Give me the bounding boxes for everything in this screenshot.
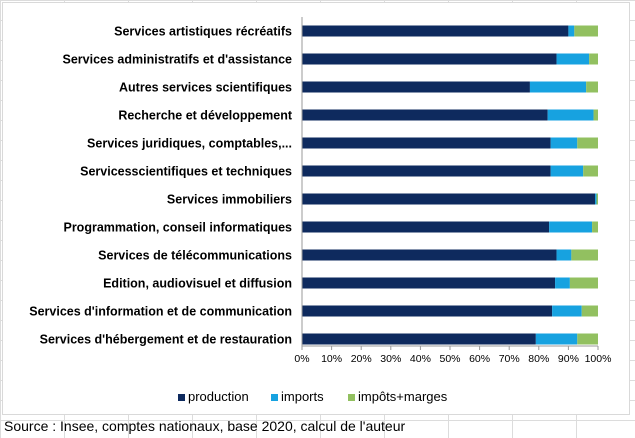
- category-label: Services artistiques récréatifs: [114, 25, 292, 39]
- bar-segment-production: [302, 109, 548, 121]
- bar-segment-imp-ts-marges: [574, 25, 598, 37]
- category-label: Services d'hébergement et de restauratio…: [40, 333, 292, 347]
- bar-segment-production: [302, 277, 556, 289]
- bar-segment-imp-ts-marges: [577, 333, 598, 345]
- x-tick-label: 80%: [528, 353, 549, 365]
- bar-segment-imports: [595, 193, 597, 205]
- x-tick-label: 10%: [321, 353, 342, 365]
- bars-layer: [302, 25, 598, 345]
- x-tick-label: 50%: [439, 353, 460, 365]
- bar-segment-imp-ts-marges: [589, 53, 598, 65]
- legend-label: production: [188, 389, 249, 404]
- x-tick-label: 70%: [499, 353, 520, 365]
- category-label: Services juridiques, comptables,...: [87, 137, 292, 151]
- bar-segment-imports: [550, 165, 584, 177]
- x-tick-label: 20%: [351, 353, 372, 365]
- category-labels: Services artistiques récréatifs Services …: [29, 25, 293, 347]
- bar-segment-production: [302, 333, 536, 345]
- bar-segment-production: [302, 165, 551, 177]
- bar-segment-imports: [552, 305, 582, 317]
- bar-segment-imports: [556, 53, 590, 65]
- legend-swatch: [348, 394, 355, 401]
- bar-segment-production: [302, 305, 553, 317]
- x-tick-label: 30%: [380, 353, 401, 365]
- bar-segment-production: [302, 53, 557, 65]
- legend-swatch: [178, 394, 185, 401]
- legend-label: imports: [281, 389, 324, 404]
- stacked-bar-chart: Services artistiques récréatifs Services …: [29, 17, 611, 404]
- x-tick-label: 100%: [585, 353, 612, 365]
- bar-segment-imp-ts-marges: [596, 193, 598, 205]
- bar-segment-imports: [535, 333, 578, 345]
- bar-segment-imp-ts-marges: [569, 277, 598, 289]
- x-axis-ticks: 0% 10% 20% 30% 40% 50% 60% 70% 80% 90% 100%: [294, 17, 611, 365]
- bar-segment-imp-ts-marges: [592, 221, 598, 233]
- category-label: Services immobiliers: [167, 193, 292, 207]
- x-tick-label: 40%: [410, 353, 431, 365]
- x-tick-label: 0%: [294, 353, 309, 365]
- bar-segment-imp-ts-marges: [583, 165, 598, 177]
- category-label: Services administratifs et d'assistance: [63, 53, 293, 67]
- bar-segment-production: [302, 81, 530, 93]
- bar-segment-imp-ts-marges: [581, 305, 598, 317]
- bar-segment-production: [302, 137, 551, 149]
- bar-segment-imports: [549, 221, 593, 233]
- bar-segment-imp-ts-marges: [571, 249, 598, 261]
- bar-segment-imp-ts-marges: [577, 137, 598, 149]
- legend-swatch: [271, 394, 278, 401]
- bar-segment-imports: [556, 249, 572, 261]
- bar-segment-production: [302, 221, 550, 233]
- legend-label: impôts+marges: [358, 389, 448, 404]
- category-label: Servicesscientifiques et techniques: [80, 165, 292, 179]
- bar-segment-imports: [529, 81, 587, 93]
- category-label: Services d'information et de communicati…: [29, 305, 292, 319]
- bar-segment-imports: [555, 277, 570, 289]
- source-note: Source : Insee, comptes nationaux, base …: [4, 418, 406, 434]
- category-label: Edition, audiovisuel et diffusion: [103, 277, 292, 291]
- category-label: Autres services scientifiques: [119, 81, 292, 95]
- bar-segment-imports: [550, 137, 578, 149]
- bar-segment-production: [302, 193, 596, 205]
- bar-segment-imp-ts-marges: [593, 109, 598, 121]
- bar-segment-production: [302, 249, 557, 261]
- bar-segment-production: [302, 25, 569, 37]
- bar-segment-imp-ts-marges: [586, 81, 598, 93]
- legend: production imports impôts+marges: [178, 389, 448, 404]
- category-label: Recherche et développement: [118, 109, 293, 123]
- bar-segment-imports: [568, 25, 575, 37]
- category-label: Services de télécommunications: [98, 249, 292, 263]
- x-tick-label: 60%: [469, 353, 490, 365]
- category-label: Programmation, conseil informatiques: [63, 221, 292, 235]
- bar-segment-imports: [547, 109, 594, 121]
- x-tick-label: 90%: [558, 353, 579, 365]
